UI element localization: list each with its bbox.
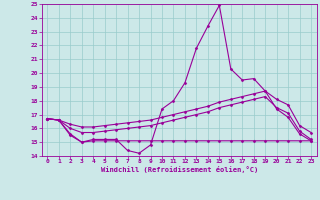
X-axis label: Windchill (Refroidissement éolien,°C): Windchill (Refroidissement éolien,°C) xyxy=(100,166,258,173)
